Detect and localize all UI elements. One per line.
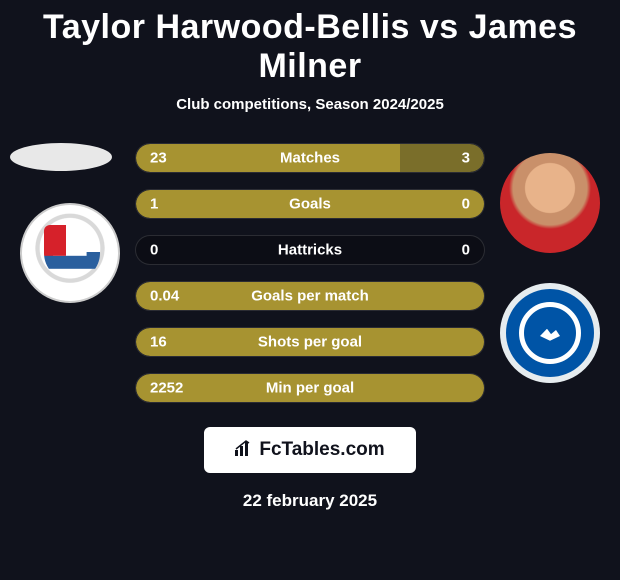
- date-label: 22 february 2025: [0, 491, 620, 511]
- player-left-club-crest: [20, 203, 120, 303]
- player-right-face-icon: [500, 153, 600, 253]
- comparison-panel: 23 3 Matches 1 0 Goals 0 0 Hattricks 0.04 Goals pe…: [0, 143, 620, 511]
- stat-value-left: 0: [150, 242, 158, 259]
- stat-label: Shots per goal: [258, 334, 362, 351]
- stat-row: 1 0 Goals: [135, 189, 485, 219]
- stat-label: Matches: [280, 150, 340, 167]
- source-label: FcTables.com: [259, 439, 384, 461]
- stat-row: 0 0 Hattricks: [135, 235, 485, 265]
- stat-value-left: 1: [150, 196, 158, 213]
- source-badge: FcTables.com: [204, 427, 416, 473]
- player-right-avatar: [500, 153, 600, 253]
- player-left-avatar: [10, 143, 112, 171]
- stat-value-right: 0: [462, 196, 470, 213]
- stat-value-left: 23: [150, 150, 167, 167]
- stat-label: Goals: [289, 196, 331, 213]
- page-title: Taylor Harwood-Bellis vs James Milner: [0, 8, 620, 86]
- stat-bar-right: [400, 144, 484, 172]
- stat-bar-left: [136, 144, 400, 172]
- stat-label: Min per goal: [266, 380, 354, 397]
- stat-row: 16 Shots per goal: [135, 327, 485, 357]
- stat-value-left: 2252: [150, 380, 183, 397]
- stat-value-left: 0.04: [150, 288, 179, 305]
- stat-row: 0.04 Goals per match: [135, 281, 485, 311]
- stat-value-left: 16: [150, 334, 167, 351]
- stat-value-right: 0: [462, 242, 470, 259]
- stat-label: Hattricks: [278, 242, 342, 259]
- stat-row: 23 3 Matches: [135, 143, 485, 173]
- chart-icon: [235, 440, 253, 460]
- subtitle: Club competitions, Season 2024/2025: [0, 96, 620, 113]
- stat-value-right: 3: [462, 150, 470, 167]
- stat-row: 2252 Min per goal: [135, 373, 485, 403]
- stat-rows: 23 3 Matches 1 0 Goals 0 0 Hattricks 0.04 Goals pe…: [135, 143, 485, 403]
- stat-label: Goals per match: [251, 288, 369, 305]
- player-right-club-crest: [500, 283, 600, 383]
